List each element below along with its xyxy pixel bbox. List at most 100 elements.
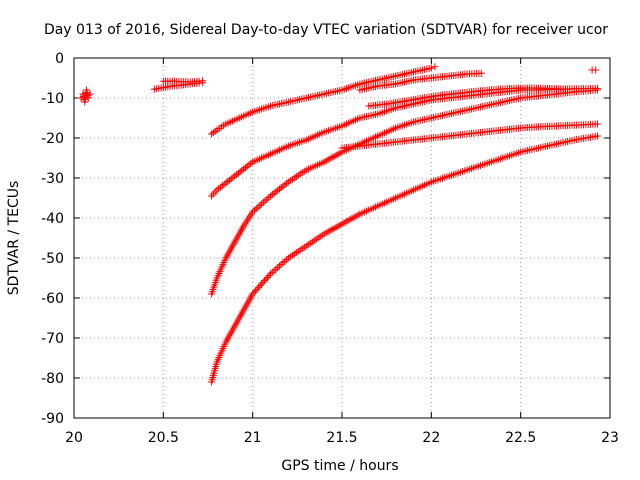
y-tick-label: -60: [41, 291, 64, 307]
data-point: [261, 197, 269, 205]
data-point: [86, 90, 94, 98]
y-tick-label: -30: [41, 171, 64, 187]
data-point: [255, 283, 263, 291]
plot-frame: [73, 57, 611, 419]
data-point: [281, 181, 289, 189]
data-point: [267, 270, 275, 278]
series-arc-8: [338, 120, 601, 152]
data-point: [275, 185, 283, 193]
x-tick-label: 21.5: [326, 430, 357, 446]
data-point: [279, 182, 287, 190]
data-point: [279, 259, 287, 267]
series-arc-10: [588, 66, 600, 74]
data-point: [593, 120, 601, 128]
data-point: [274, 264, 282, 272]
data-point: [431, 63, 439, 71]
x-axis-label: GPS time / hours: [281, 458, 398, 474]
data-point: [262, 275, 270, 283]
data-point: [247, 159, 255, 167]
data-point: [211, 127, 219, 135]
data-point: [231, 172, 239, 180]
data-point: [592, 66, 600, 74]
data-point: [215, 185, 223, 193]
data-point: [213, 186, 221, 194]
data-point: [243, 162, 251, 170]
grid-lines: [74, 58, 610, 418]
data-point: [263, 195, 271, 203]
data-point: [199, 77, 207, 85]
series-arc-9: [208, 132, 601, 386]
y-tick-label: 0: [55, 51, 64, 67]
data-point: [217, 183, 225, 191]
data-point: [593, 132, 601, 140]
series-arc-1: [77, 86, 94, 106]
data-point: [233, 171, 241, 179]
data-point: [593, 86, 601, 94]
x-tick-label: 22.5: [505, 430, 536, 446]
data-points: [77, 63, 601, 386]
data-point: [274, 186, 282, 194]
y-tick-label: -80: [41, 371, 64, 387]
data-point: [427, 64, 435, 72]
data-point: [270, 267, 278, 275]
y-tick-label: -40: [41, 211, 64, 227]
data-point: [258, 280, 266, 288]
y-axis-label: SDTVAR / TECUs: [6, 181, 22, 296]
data-point: [252, 287, 260, 295]
chart-title: Day 013 of 2016, Sidereal Day-to-day VTE…: [44, 22, 608, 38]
data-point: [250, 206, 258, 214]
data-point: [275, 262, 283, 270]
data-point: [236, 168, 244, 176]
y-tick-label: -70: [41, 331, 64, 347]
x-tick-label: 23: [601, 430, 619, 446]
series-arc-2b: [159, 77, 207, 86]
data-point: [218, 182, 226, 190]
data-point: [256, 202, 264, 210]
y-tick-label: -90: [41, 411, 64, 427]
series-arc-3: [208, 63, 439, 138]
data-point: [256, 282, 264, 290]
data-point: [238, 166, 246, 174]
data-point: [227, 175, 235, 183]
data-point: [253, 285, 261, 293]
x-tick-label: 21: [244, 430, 262, 446]
data-point: [264, 273, 272, 281]
data-point: [283, 256, 291, 264]
series-arc-6: [365, 84, 569, 110]
data-point: [265, 272, 273, 280]
y-tick-label: -20: [41, 131, 64, 147]
data-point: [240, 165, 248, 173]
data-point: [477, 69, 485, 77]
data-point: [281, 257, 289, 265]
data-point: [270, 189, 278, 197]
data-point: [258, 200, 266, 208]
data-point: [229, 173, 237, 181]
y-tick-label: -50: [41, 251, 64, 267]
data-point: [222, 179, 230, 187]
data-point: [208, 130, 216, 138]
data-point: [84, 94, 92, 102]
data-point: [261, 277, 269, 285]
data-point: [259, 278, 267, 286]
data-point: [252, 205, 260, 213]
data-point: [283, 179, 291, 187]
series-arc-4: [356, 69, 485, 94]
data-point: [225, 176, 233, 184]
y-tick-labels: 0 -10 -20 -30 -40 -50 -60 -70 -80 -90: [41, 51, 64, 427]
data-point: [220, 180, 228, 188]
data-point: [277, 260, 285, 268]
data-point: [224, 178, 232, 186]
data-point: [254, 203, 262, 211]
data-point: [272, 265, 280, 273]
data-point: [272, 188, 280, 196]
data-point: [249, 208, 257, 216]
x-tick-labels: 20 20.5 21 21.5 22 22.5 23: [65, 430, 619, 446]
data-point: [277, 184, 285, 192]
data-point: [250, 288, 258, 296]
data-point: [268, 191, 276, 199]
data-point: [267, 192, 275, 200]
data-point: [242, 164, 250, 172]
x-tick-label: 22: [422, 430, 440, 446]
data-point: [245, 161, 253, 169]
